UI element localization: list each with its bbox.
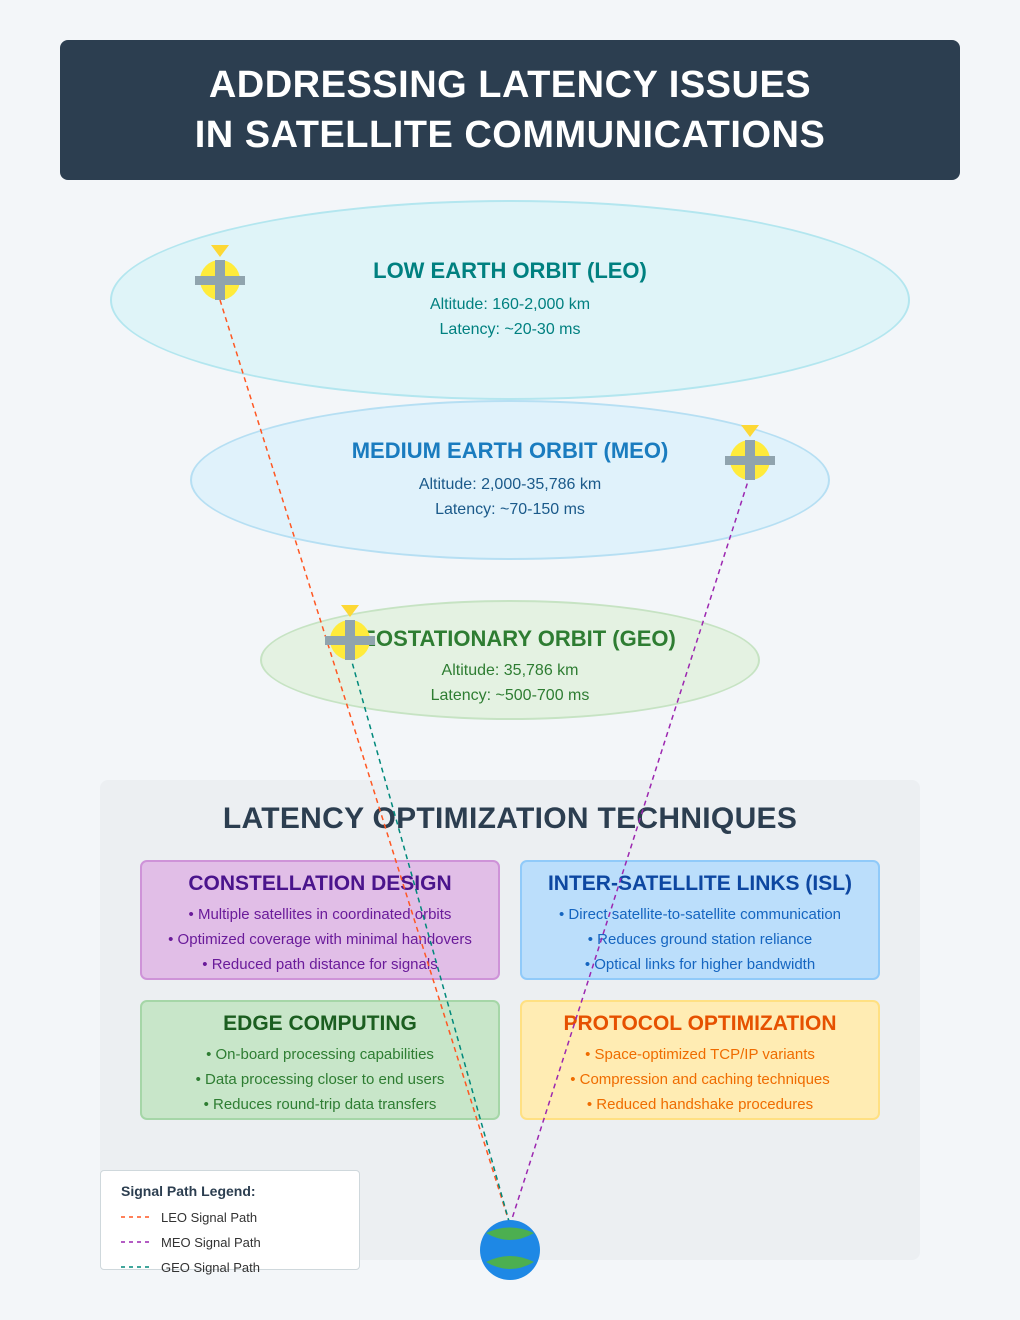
- leo-orbit: LOW EARTH ORBIT (LEO) Altitude: 160-2,00…: [110, 200, 910, 400]
- geo-orbit-name: GEOSTATIONARY ORBIT (GEO): [344, 626, 676, 651]
- title-line-1: ADDRESSING LATENCY ISSUES: [208, 64, 812, 106]
- leo-altitude: Altitude: 160-2,000 km: [429, 296, 591, 313]
- signal-path-legend: Signal Path Legend: LEO Signal Path MEO …: [100, 1170, 360, 1275]
- legend-title: Signal Path Legend:: [121, 1183, 256, 1199]
- geo-altitude: Altitude: 35,786 km: [441, 662, 579, 679]
- card-item: • Multiple satellites in coordinated orb…: [188, 906, 452, 923]
- card-item: • Space-optimized TCP/IP variants: [585, 1046, 815, 1063]
- leo-orbit-name: LOW EARTH ORBIT (LEO): [373, 258, 647, 283]
- card-item: • On-board processing capabilities: [206, 1046, 434, 1063]
- techniques-title: LATENCY OPTIMIZATION TECHNIQUES: [222, 802, 798, 835]
- card-item: • Reduces round-trip data transfers: [203, 1096, 437, 1113]
- legend-item-geo: GEO Signal Path: [121, 1257, 260, 1277]
- card-item: • Reduced path distance for signals: [202, 956, 438, 973]
- meo-latency: Latency: ~70-150 ms: [435, 501, 585, 518]
- legend-label: GEO Signal Path: [161, 1259, 260, 1275]
- inter-satellite-links-card: INTER-SATELLITE LINKS (ISL) • Direct sat…: [520, 860, 880, 980]
- legend-swatch-leo: [121, 1216, 149, 1218]
- title-line-2: IN SATELLITE COMMUNICATIONS: [194, 114, 826, 156]
- card-item: • Reduces ground station reliance: [587, 931, 813, 948]
- constellation-design-card: CONSTELLATION DESIGN • Multiple satellit…: [140, 860, 500, 980]
- card-item: • Reduced handshake procedures: [586, 1096, 814, 1113]
- legend-item-leo: LEO Signal Path: [121, 1207, 257, 1227]
- legend-item-meo: MEO Signal Path: [121, 1232, 261, 1252]
- leo-latency: Latency: ~20-30 ms: [439, 321, 581, 338]
- meo-orbit: MEDIUM EARTH ORBIT (MEO) Altitude: 2,000…: [190, 400, 830, 560]
- card-item: • Optical links for higher bandwidth: [584, 956, 816, 973]
- card-title: EDGE COMPUTING: [223, 1012, 417, 1035]
- legend-label: LEO Signal Path: [161, 1209, 258, 1225]
- geo-latency: Latency: ~500-700 ms: [430, 687, 590, 704]
- card-item: • Direct satellite-to-satellite communic…: [558, 906, 842, 923]
- edge-computing-card: EDGE COMPUTING • On-board processing cap…: [140, 1000, 500, 1120]
- card-title: PROTOCOL OPTIMIZATION: [563, 1012, 837, 1035]
- title-banner: ADDRESSING LATENCY ISSUES IN SATELLITE C…: [60, 40, 960, 180]
- legend-label: MEO Signal Path: [161, 1234, 261, 1250]
- protocol-optimization-card: PROTOCOL OPTIMIZATION • Space-optimized …: [520, 1000, 880, 1120]
- card-item: • Optimized coverage with minimal handov…: [168, 931, 472, 948]
- legend-swatch-meo: [121, 1241, 149, 1243]
- meo-altitude: Altitude: 2,000-35,786 km: [418, 476, 602, 493]
- card-title: CONSTELLATION DESIGN: [188, 872, 452, 895]
- legend-swatch-geo: [121, 1266, 149, 1268]
- card-title: INTER-SATELLITE LINKS (ISL): [547, 872, 853, 895]
- meo-orbit-name: MEDIUM EARTH ORBIT (MEO): [351, 438, 669, 463]
- card-item: • Data processing closer to end users: [195, 1071, 445, 1088]
- card-item: • Compression and caching techniques: [570, 1071, 830, 1088]
- geo-orbit: GEOSTATIONARY ORBIT (GEO) Altitude: 35,7…: [260, 600, 760, 720]
